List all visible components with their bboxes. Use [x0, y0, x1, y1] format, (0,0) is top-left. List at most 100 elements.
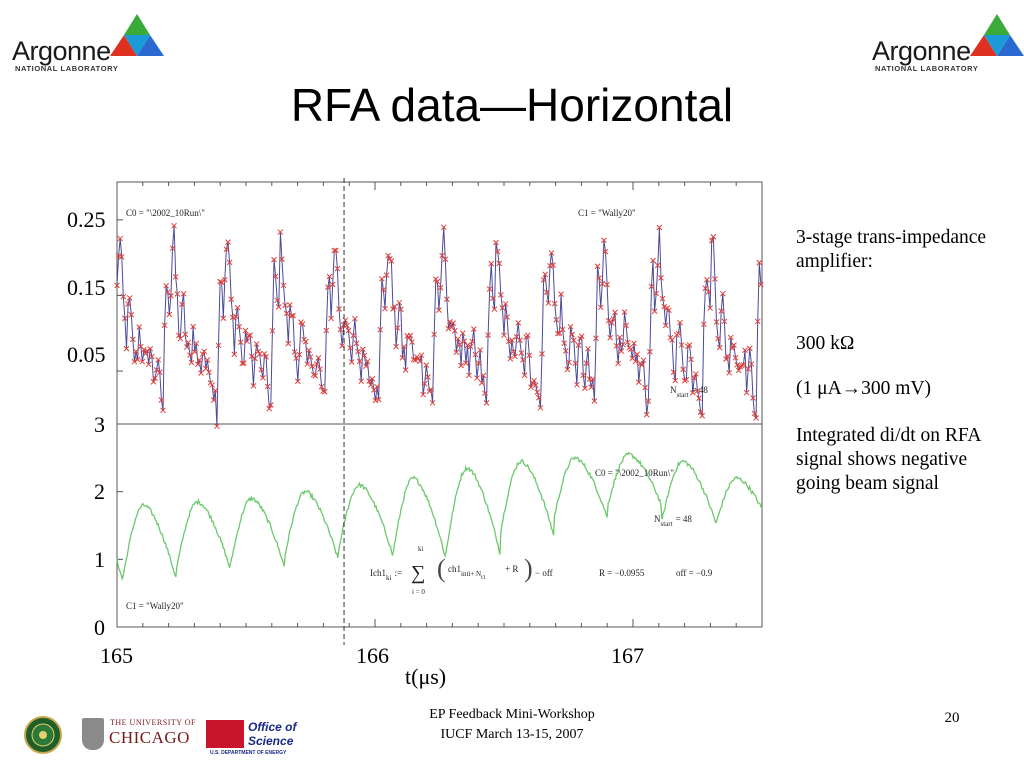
oos-line1: Office of [248, 720, 297, 734]
top-series-marker [721, 318, 728, 325]
top-series-marker [282, 302, 288, 309]
top-series-marker [708, 237, 715, 244]
argonne-triangle-icon [110, 14, 164, 56]
top-series-marker [355, 348, 361, 355]
top-series-marker [588, 384, 595, 391]
top-series-marker [114, 282, 120, 289]
top-series-marker [451, 327, 458, 334]
top-series-marker [639, 362, 645, 368]
top-series-marker [642, 384, 648, 391]
top-series-marker [163, 282, 170, 289]
top-series-marker [704, 276, 710, 283]
top-series-marker [483, 399, 490, 406]
rfa-plot-svg: C0 = "\2002_10Run\" C1 = "Wally20" Nstar… [114, 178, 764, 645]
top-series-marker [732, 354, 739, 361]
top-series-marker [536, 394, 542, 401]
top-series-marker [434, 278, 441, 285]
top-series-marker [731, 342, 737, 349]
top-series-marker [696, 395, 702, 402]
top-series-marker [572, 360, 579, 367]
top-series-marker [589, 376, 596, 382]
top-series-marker [214, 423, 220, 430]
top-series-marker [504, 314, 510, 320]
top-series-marker [380, 286, 387, 293]
sidebar-gain: (1 μA→300 mV) [796, 378, 932, 399]
top-series-marker [691, 375, 698, 381]
top-series-marker [369, 375, 376, 382]
top-series-marker [204, 357, 211, 363]
top-series-line [116, 225, 762, 427]
top-series-marker [520, 356, 526, 363]
top-series-marker [412, 357, 419, 364]
top-series-marker [551, 300, 558, 307]
top-series-marker [391, 303, 398, 310]
top-series-marker [497, 292, 504, 298]
top-series-marker [555, 330, 561, 337]
top-series-marker [647, 348, 653, 355]
top-series-marker [318, 383, 325, 390]
top-series-marker [226, 259, 233, 266]
top-series-marker [534, 389, 541, 395]
svg-text:ki: ki [418, 545, 424, 553]
top-series-marker [217, 278, 223, 285]
top-series-marker [645, 398, 652, 404]
top-series-marker [130, 336, 136, 343]
top-series-marker [396, 299, 403, 306]
top-series-marker [532, 382, 539, 389]
top-series-marker [288, 312, 295, 319]
top-series-marker [304, 361, 311, 367]
top-series-marker [177, 335, 184, 342]
x-axis-label: t(μs) [405, 664, 447, 689]
top-series-marker [272, 273, 279, 280]
top-series-marker [302, 338, 309, 345]
top-series-marker [383, 272, 390, 278]
top-series-marker [147, 345, 154, 352]
top-series-marker [659, 295, 666, 302]
top-series-marker [488, 260, 495, 267]
top-series-marker [591, 398, 598, 404]
integration-formula: Ich1ki:= ki ∑ i = 0 ( ch1inti+ Nt1 + R )… [370, 545, 713, 596]
top-series-marker [550, 262, 556, 268]
top-series-marker [607, 334, 614, 341]
top-series-marker [260, 375, 266, 381]
top-series-marker [115, 253, 122, 259]
top-series-marker [353, 340, 360, 347]
y-tick-label: 0.05 [67, 342, 106, 367]
top-series-marker [570, 337, 577, 344]
top-series-marker [344, 322, 350, 329]
top-series-marker [689, 389, 696, 396]
top-series-marker [161, 322, 168, 329]
top-series-marker [742, 347, 748, 354]
top-series-marker [229, 314, 236, 321]
top-series-marker [359, 346, 366, 353]
top-series-marker [627, 346, 634, 353]
bottom-series-line [116, 451, 763, 582]
top-series-marker [313, 361, 320, 367]
uchicago-crest-icon [82, 718, 104, 750]
top-series-marker [697, 408, 704, 415]
top-series-marker [409, 339, 415, 345]
top-series-marker [321, 388, 328, 395]
top-series-marker [466, 372, 472, 379]
top-series-marker [608, 320, 615, 326]
top-series-marker [398, 306, 404, 313]
top-series-marker [445, 325, 452, 332]
top-series-marker [480, 372, 487, 379]
top-series-marker [688, 356, 694, 363]
top-series-marker [753, 415, 759, 421]
top-series-marker [712, 276, 718, 282]
top-series-marker [566, 359, 572, 366]
top-series-marker [528, 384, 534, 391]
top-series-marker [334, 265, 341, 272]
top-series-marker [455, 336, 461, 342]
top-series-marker [166, 311, 173, 318]
top-series-marker [139, 358, 146, 365]
bottom-label-right: C0 = "\2002_10Run\" [595, 468, 674, 478]
top-series-marker [279, 256, 285, 263]
svg-text:+ R: + R [505, 564, 518, 574]
top-series-marker [580, 372, 587, 379]
argonne-sub: NATIONAL LABORATORY [15, 64, 119, 73]
top-series-marker [601, 237, 607, 244]
svg-text:(: ( [437, 554, 446, 583]
top-series-marker [545, 300, 552, 306]
